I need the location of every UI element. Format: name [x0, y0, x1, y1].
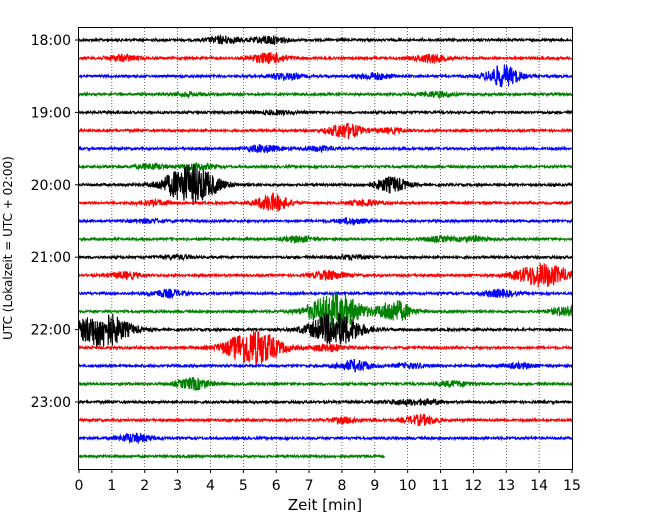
trace-2000	[78, 164, 573, 205]
x-tick-label: 12	[464, 478, 482, 494]
x-axis-label: Zeit [min]	[288, 496, 362, 514]
trace-2030	[78, 216, 573, 226]
trace-1845	[78, 89, 573, 100]
x-tick-label: 3	[173, 478, 182, 494]
x-tick-label: 9	[370, 478, 379, 494]
y-tick-label: 18:00	[31, 33, 71, 49]
x-tick-label: 1	[107, 478, 116, 494]
x-tick-label: 13	[497, 478, 515, 494]
trace-2215	[78, 329, 573, 368]
x-tick-label: 7	[305, 478, 314, 494]
x-tick-label: 15	[563, 478, 581, 494]
x-tick-label: 14	[530, 478, 548, 494]
trace-1945	[78, 161, 573, 172]
trace-1800	[78, 33, 573, 46]
trace-2330	[78, 432, 573, 445]
y-tick-label: 22:00	[31, 323, 71, 339]
trace-1930	[78, 143, 573, 154]
trace-2115	[78, 263, 573, 288]
trace-1900	[78, 108, 573, 117]
trace-2345	[78, 453, 386, 460]
x-tick-label: 4	[206, 478, 215, 494]
x-tick-label: 6	[272, 478, 281, 494]
x-tick-label: 10	[399, 478, 417, 494]
y-tick-label: 20:00	[31, 178, 71, 194]
trace-2015	[78, 191, 573, 212]
trace-2130	[78, 288, 573, 300]
x-tick-label: 0	[75, 478, 84, 494]
trace-2245	[78, 376, 573, 391]
trace-2230	[78, 359, 573, 374]
trace-2100	[78, 252, 573, 262]
traces	[78, 33, 573, 460]
trace-2315	[78, 413, 573, 427]
trace-2045	[78, 233, 573, 245]
y-tick-label: 23:00	[31, 395, 71, 411]
x-tick-label: 8	[337, 478, 346, 494]
trace-2300	[78, 398, 573, 408]
trace-1830	[78, 64, 573, 88]
trace-2145	[78, 292, 573, 329]
y-tick-label: 19:00	[31, 105, 71, 121]
x-tick-label: 11	[432, 478, 450, 494]
trace-1915	[78, 122, 573, 140]
x-tick-label: 5	[239, 478, 248, 494]
x-tick-label: 2	[140, 478, 149, 494]
plot-frame	[78, 27, 573, 470]
trace-1815	[78, 52, 573, 65]
y-axis: 18:00 19:00 20:00 21:00 22:00 23:00	[31, 33, 79, 411]
x-axis: 0 1 2 3 4 5 6 7 8 9 10 11 12 13 14 15	[75, 469, 581, 494]
y-axis-label: UTC (Lokalzeit = UTC + 02:00)	[1, 156, 15, 340]
y-tick-label: 21:00	[31, 250, 71, 266]
trace-2200	[78, 312, 573, 348]
